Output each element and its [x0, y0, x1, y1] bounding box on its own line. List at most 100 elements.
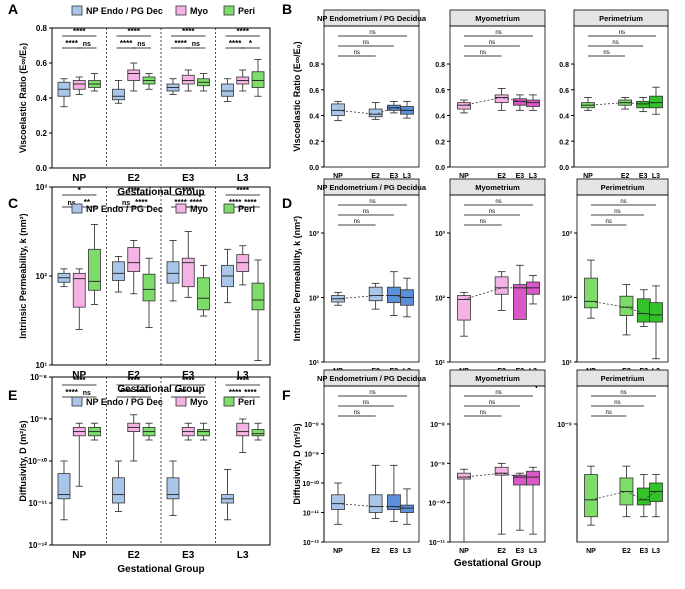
y-tick-label: 10⁻¹¹: [303, 511, 320, 518]
box-E3-1-box: [181, 257, 195, 288]
legend-label-peri: Peri: [238, 397, 255, 407]
y-tick-label: 0.6: [309, 88, 319, 95]
x-tick-label: E2: [621, 173, 630, 180]
facet-title: Perimetrium: [601, 374, 645, 383]
box-E3-2-box: [197, 429, 210, 437]
legend-swatch-myo: [175, 396, 187, 407]
x-tick-label: L3: [652, 173, 660, 180]
box-E2-box: [619, 295, 634, 316]
facet-title: Perimetrium: [601, 183, 645, 192]
x-tick-label: NP: [586, 548, 596, 555]
sig-label: ****: [174, 198, 187, 207]
y-tick-label: 10⁻⁹: [304, 452, 319, 459]
y-tick-label: 0.2: [309, 139, 319, 146]
legend-label-endo: NP Endo / PG Dec: [86, 204, 163, 214]
legend-label-myo: Myo: [190, 204, 209, 214]
panel-letter: A: [8, 1, 18, 17]
x-tick-label: E3: [182, 550, 195, 561]
legend-swatch-myo: [175, 203, 187, 214]
median-trend-line: [587, 102, 657, 106]
sig-label: ns: [363, 209, 369, 215]
box-L3-2-box: [251, 71, 265, 88]
box-E3-box: [636, 100, 651, 109]
sig-label: ****: [128, 186, 141, 195]
sig-label: ns: [620, 390, 626, 396]
sig-label: ****: [182, 186, 195, 195]
box-E3-0-box: [166, 477, 180, 500]
x-axis-title: Gestational Group: [117, 564, 204, 575]
x-tick-label: E3: [516, 548, 525, 555]
box-L3-0-box: [221, 83, 234, 97]
sig-label: ****: [182, 27, 195, 36]
y-tick-label: 0.6: [435, 88, 445, 95]
x-tick-label: E2: [128, 550, 141, 561]
y-tick-label: 10⁻¹²: [29, 541, 48, 550]
box-NP-box: [584, 277, 598, 309]
box-L3-box: [400, 504, 414, 513]
x-tick-label: E3: [390, 548, 399, 555]
facet-title: Perimetrium: [599, 14, 643, 23]
y-tick-label: 10⁻⁹: [557, 422, 572, 429]
box-L3-1-box: [236, 422, 250, 437]
legend-label-peri: Peri: [238, 6, 255, 16]
legend-swatch-endo: [71, 5, 83, 16]
y-tick-label: 10⁻⁹: [30, 415, 47, 424]
median-trend-line: [590, 300, 657, 316]
sig-label: ns: [354, 410, 360, 416]
y-tick-label: 10⁻¹²: [303, 540, 320, 547]
y-tick-label: 0.2: [559, 139, 569, 146]
box-NP-box: [331, 494, 345, 510]
y-tick-label: 0.0: [36, 164, 48, 173]
x-tick-label: E3: [182, 370, 195, 381]
y-tick-label: 10⁻⁸: [304, 422, 319, 429]
y-axis-title: Diffusivity, D (m²/s): [18, 420, 28, 501]
box-L3-2-box: [251, 282, 265, 311]
x-tick-label: E3: [639, 173, 648, 180]
y-tick-label: 0.2: [36, 129, 48, 138]
y-tick-label: 10²: [435, 296, 446, 303]
sig-label: ****: [190, 198, 203, 207]
panel-F: F NP Endometrium / PG Decidua 10⁻¹² 10⁻¹¹ 10…: [282, 369, 669, 569]
legend-swatch-endo: [71, 203, 83, 214]
sig-label: ****: [65, 39, 78, 48]
x-tick-label: E2: [128, 173, 141, 184]
sig-label: ****: [128, 27, 141, 36]
box-E2-box: [368, 494, 383, 513]
y-tick-label: 10⁻¹¹: [429, 540, 446, 547]
sig-label: ns: [363, 40, 369, 46]
x-tick-label: NP: [333, 548, 343, 555]
y-tick-label: 0.6: [559, 88, 569, 95]
legend-label-endo: NP Endo / PG Dec: [86, 6, 163, 16]
box-NP-box: [457, 295, 471, 321]
box-E2-0-box: [112, 477, 125, 504]
y-tick-label: 10²: [35, 272, 47, 281]
box-L3-box: [526, 470, 540, 486]
facet-title: Myometrium: [475, 183, 520, 192]
sig-label: ns: [83, 41, 91, 48]
box-NP-box: [457, 102, 471, 110]
facet-title: NP Endometrium / PG Decidua: [317, 14, 427, 23]
y-tick-label: 10²: [309, 296, 320, 303]
y-tick-label: 10⁻¹⁰: [302, 480, 319, 488]
median-trend-line: [463, 287, 533, 300]
sig-label: ns: [369, 390, 375, 396]
legend-label-myo: Myo: [190, 6, 209, 16]
y-tick-label: 10⁻⁸: [430, 422, 445, 429]
sig-label: ****: [237, 376, 250, 385]
sig-label: ****: [244, 388, 257, 397]
box-E2-0-box: [112, 88, 125, 101]
y-tick-label: 0.4: [309, 114, 319, 121]
box-E2-box: [368, 286, 383, 302]
y-tick-label: 10⁻⁸: [30, 373, 47, 382]
y-tick-label: 10⁻¹⁰: [428, 500, 445, 508]
box-E2-0-box: [112, 261, 125, 281]
y-tick-label: 0.4: [36, 94, 48, 103]
legend-swatch-peri: [223, 203, 235, 214]
x-tick-label: L3: [403, 548, 411, 555]
sig-label: ns: [619, 30, 625, 36]
panel-A: A 0.0 0.2 0.4 0.6 0.8 NP **** **** ns E2 **** **** ns…: [8, 1, 271, 198]
sig-label: ns: [83, 390, 91, 397]
panel-letter: E: [8, 387, 17, 403]
sig-label: ****: [229, 198, 242, 207]
